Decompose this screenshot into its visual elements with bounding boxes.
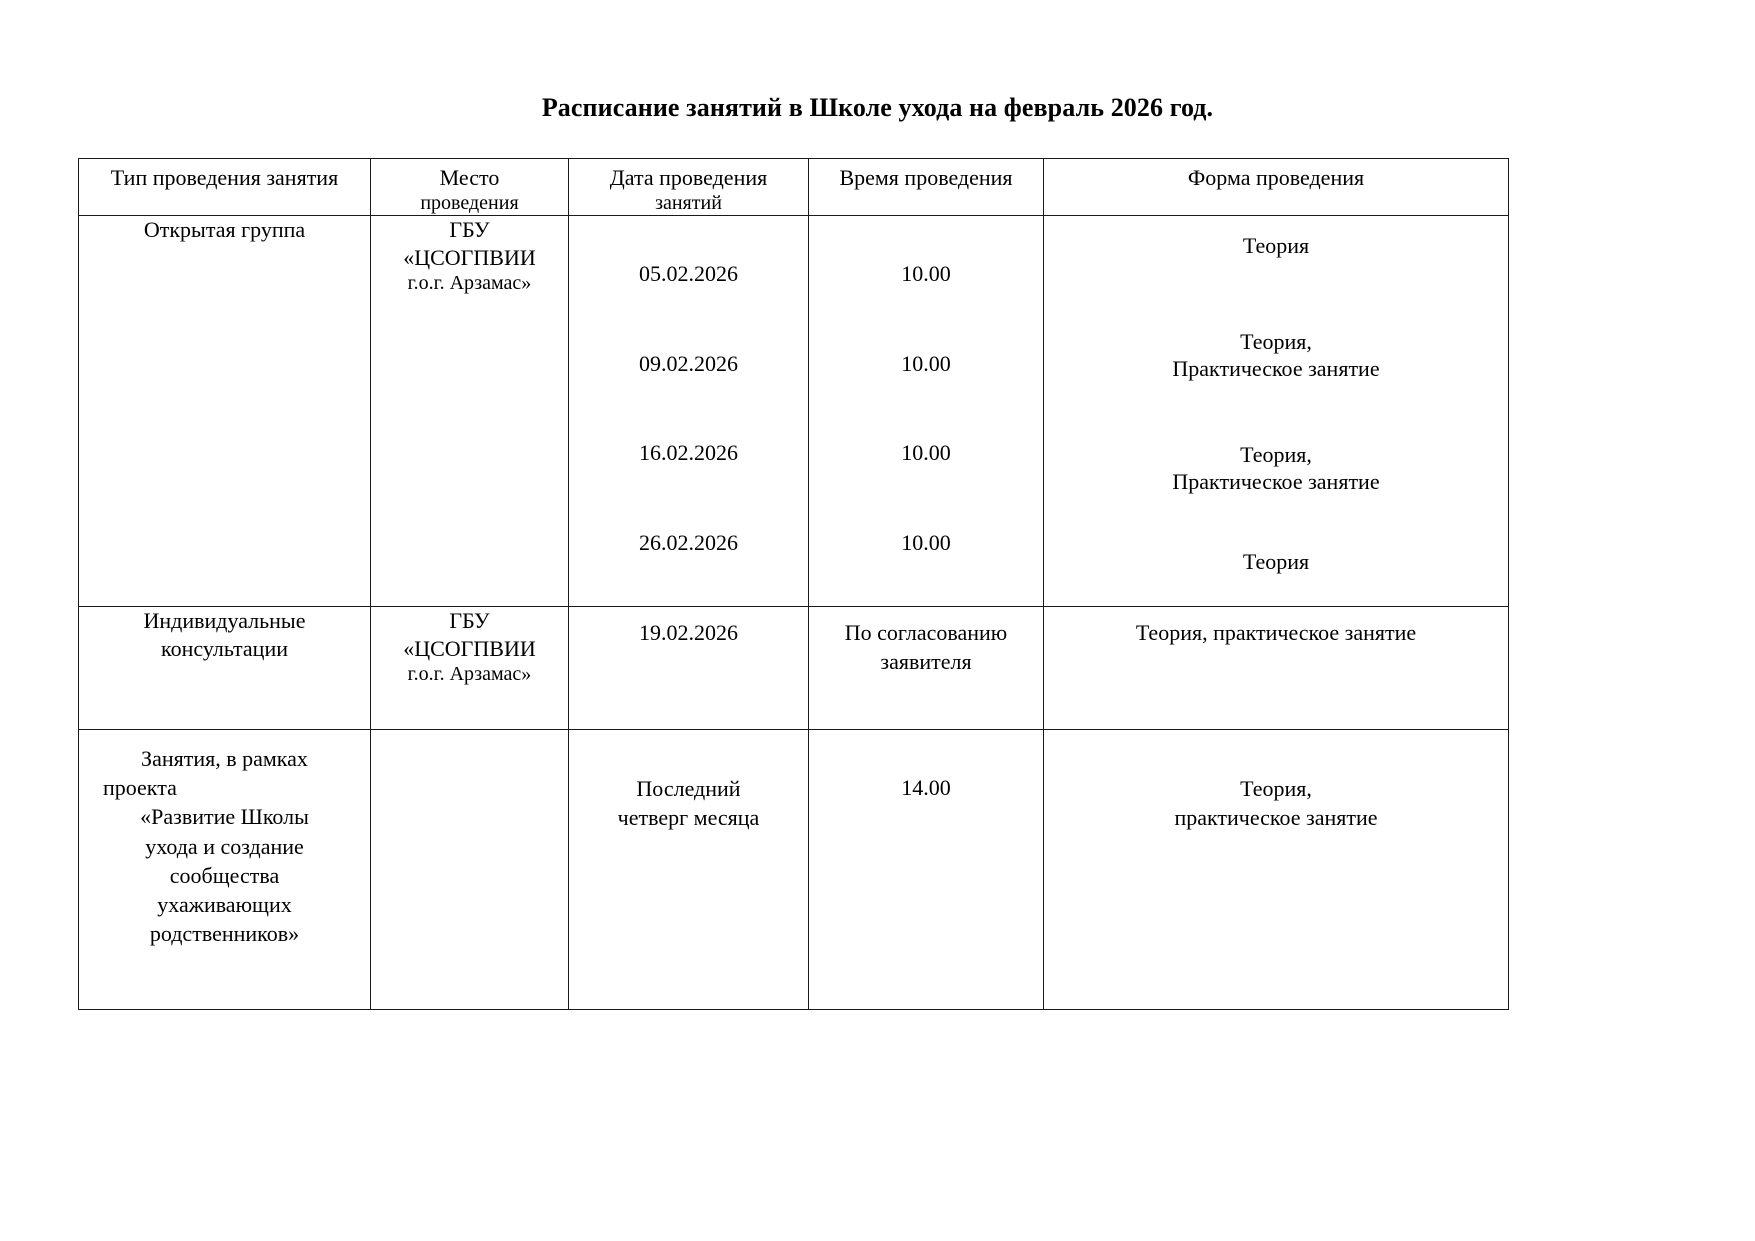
cell-form-entry: Теория	[1044, 216, 1508, 260]
table-row: Занятия, в рамках проекта «Развитие Школ…	[78, 729, 1509, 1011]
cell-place-line3: г.о.г. Арзамас»	[407, 272, 532, 295]
cell-form-line2: практическое занятие	[1174, 805, 1378, 831]
cell-time-entry: 10.00	[901, 350, 951, 376]
cell-date-text: 19.02.2026	[639, 620, 738, 646]
column-header-place: Место проведения	[370, 157, 569, 217]
column-header-date-line2: занятий	[655, 191, 722, 214]
cell-form-entry-line2: Практическое занятие	[1172, 356, 1380, 382]
cell-time-entry: 10.00	[901, 529, 951, 555]
cell-place: ГБУ «ЦСОГПВИИ г.о.г. Арзамас»	[370, 215, 569, 608]
cell-time: 10.00 10.00 10.00 10.00	[808, 215, 1044, 608]
cell-place-line2: «ЦСОГПВИИ	[403, 244, 536, 270]
cell-form-entry: Теория	[1044, 496, 1508, 576]
cell-type: Занятия, в рамках проекта «Развитие Школ…	[78, 729, 371, 1011]
column-header-type: Тип проведения занятия	[78, 157, 371, 217]
cell-form: Теория, практическое занятие	[1043, 606, 1509, 731]
column-header-place-line1: Место	[439, 165, 500, 190]
table-row: Индивидуальные консультации ГБУ «ЦСОГПВИ…	[78, 606, 1509, 731]
cell-time-text: 14.00	[901, 775, 951, 801]
cell-type-line1: Занятия, в рамках	[141, 746, 308, 772]
cell-type-line6: ухаживающих	[157, 891, 292, 917]
cell-form-entry-line1: Теория,	[1240, 328, 1312, 354]
cell-date-entry: 09.02.2026	[639, 350, 738, 376]
cell-form-entry: Теория, Практическое занятие	[1044, 260, 1508, 383]
cell-type-line2: проекта	[103, 775, 177, 801]
cell-time-line2: заявителя	[880, 649, 972, 675]
cell-time: 14.00	[808, 729, 1044, 1011]
cell-type-line5: сообщества	[169, 862, 280, 888]
cell-type-line1: Индивидуальные	[143, 608, 306, 634]
cell-form-entry-line1: Теория	[1242, 233, 1310, 259]
cell-type: Индивидуальные консультации	[78, 606, 371, 731]
cell-place-line3: г.о.г. Арзамас»	[407, 663, 532, 686]
cell-date-entry: 05.02.2026	[639, 261, 738, 287]
cell-place	[370, 729, 569, 1011]
cell-place: ГБУ «ЦСОГПВИИ г.о.г. Арзамас»	[370, 606, 569, 731]
cell-place-line2: «ЦСОГПВИИ	[403, 635, 536, 661]
column-header-time-line1: Время проведения	[839, 165, 1013, 190]
column-header-form: Форма проведения	[1043, 157, 1509, 217]
page-title: Расписание занятий в Школе ухода на февр…	[541, 93, 1214, 122]
column-header-form-line1: Форма проведения	[1187, 165, 1365, 190]
cell-date: 19.02.2026	[568, 606, 809, 731]
cell-type-line7: родственников»	[149, 920, 300, 946]
cell-type-text: Открытая группа	[143, 217, 306, 243]
column-header-date-line1: Дата проведения	[609, 165, 768, 190]
cell-date-entry: 16.02.2026	[639, 440, 738, 466]
table-header-row: Тип проведения занятия Место проведения …	[78, 157, 1509, 217]
cell-form-entry-line1: Теория	[1242, 548, 1310, 574]
column-header-place-line2: проведения	[420, 191, 519, 214]
cell-type-line4: ухода и создание	[145, 833, 304, 859]
schedule-table: Тип проведения занятия Место проведения …	[78, 157, 1509, 1011]
cell-place-line1: ГБУ	[449, 608, 490, 634]
cell-form-entry: Теория, Практическое занятие	[1044, 383, 1508, 496]
cell-date-line1: Последний	[636, 776, 741, 802]
cell-time: По согласованию заявителя	[808, 606, 1044, 731]
cell-date: Последний четверг месяца	[568, 729, 809, 1011]
table-row: Открытая группа ГБУ «ЦСОГПВИИ г.о.г. Арз…	[78, 215, 1509, 608]
cell-form-text: Теория, практическое занятие	[1135, 620, 1417, 646]
column-header-date: Дата проведения занятий	[568, 157, 809, 217]
cell-date-line2: четверг месяца	[617, 805, 760, 831]
cell-type-line2: консультации	[161, 635, 288, 661]
cell-time-line1: По согласованию	[844, 620, 1008, 646]
cell-date-entry: 26.02.2026	[639, 529, 738, 555]
cell-form-entry-line2: Практическое занятие	[1172, 469, 1380, 495]
cell-form-line1: Теория,	[1240, 776, 1312, 802]
cell-time-entry: 10.00	[901, 440, 951, 466]
column-header-type-line1: Тип проведения занятия	[110, 165, 339, 190]
cell-type-line3: «Развитие Школы	[140, 804, 309, 830]
cell-form-entry-line1: Теория,	[1240, 441, 1312, 467]
cell-place-line1: ГБУ	[449, 217, 490, 243]
cell-date: 05.02.2026 09.02.2026 16.02.2026 26.02.2…	[568, 215, 809, 608]
cell-type: Открытая группа	[78, 215, 371, 608]
cell-form: Теория Теория, Практическое занятие Теор…	[1043, 215, 1509, 608]
cell-time-entry: 10.00	[901, 261, 951, 287]
column-header-time: Время проведения	[808, 157, 1044, 217]
cell-form: Теория, практическое занятие	[1043, 729, 1509, 1011]
